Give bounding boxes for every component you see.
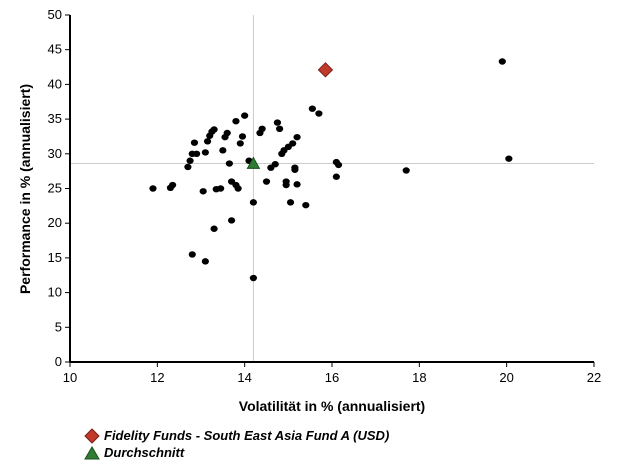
y-tick-label: 20 — [48, 215, 62, 230]
legend: Fidelity Funds - South East Asia Fund A … — [84, 427, 389, 461]
x-tick-label: 14 — [237, 370, 251, 385]
data-point — [293, 181, 301, 188]
y-axis-title: Performance in % (annualisiert) — [17, 84, 33, 294]
data-point — [210, 225, 218, 232]
data-point — [188, 251, 196, 258]
reference-lines — [70, 15, 594, 362]
data-point — [334, 161, 343, 169]
data-point — [210, 126, 218, 133]
data-point — [258, 125, 266, 133]
data-point — [186, 157, 194, 164]
y-tick-label: 25 — [48, 181, 62, 196]
data-point — [308, 105, 316, 112]
legend-label-average: Durchschnitt — [104, 445, 185, 460]
x-tick-label: 22 — [587, 370, 601, 385]
data-point — [169, 181, 177, 189]
x-axis-title: Volatilität in % (annualisiert) — [239, 398, 425, 414]
data-point — [223, 129, 231, 137]
y-tick-label: 10 — [48, 285, 62, 300]
x-tick-label: 20 — [499, 370, 513, 385]
data-point — [193, 150, 201, 157]
data-point — [273, 119, 282, 126]
data-point — [402, 167, 410, 174]
data-point — [249, 199, 257, 206]
data-point — [271, 161, 279, 168]
data-point — [276, 125, 284, 133]
data-point — [315, 110, 323, 117]
data-point — [282, 181, 290, 189]
x-tick-label: 16 — [325, 370, 339, 385]
y-tick-label: 45 — [48, 42, 62, 57]
data-point — [498, 58, 506, 65]
x-tick-label: 18 — [412, 370, 426, 385]
fund-point — [317, 62, 334, 78]
y-axis-ticks: 0 5 10 15 20 25 30 35 40 45 50 — [48, 7, 70, 369]
x-tick-label: 10 — [63, 370, 77, 385]
data-point — [332, 173, 340, 180]
legend-item-fund: Fidelity Funds - South East Asia Fund A … — [84, 427, 389, 444]
data-point — [286, 199, 295, 206]
x-axis-ticks: 10 12 14 16 18 20 22 — [63, 362, 601, 385]
data-point — [184, 163, 192, 171]
data-point — [241, 112, 249, 119]
data-point — [293, 133, 301, 141]
data-point — [219, 147, 227, 154]
data-point — [234, 185, 242, 192]
data-point — [225, 160, 233, 167]
data-point — [232, 117, 240, 125]
data-point — [505, 155, 513, 162]
data-points — [149, 58, 513, 282]
y-tick-label: 30 — [48, 146, 62, 161]
data-point — [289, 140, 297, 147]
data-point — [302, 201, 310, 209]
red-diamond-icon — [84, 427, 100, 444]
average-point — [246, 156, 261, 169]
y-tick-label: 35 — [48, 111, 62, 126]
data-point — [249, 274, 257, 282]
y-tick-label: 5 — [55, 319, 62, 334]
y-tick-label: 15 — [48, 250, 62, 265]
data-point — [190, 139, 199, 146]
x-tick-label: 12 — [150, 370, 164, 385]
data-point — [227, 217, 236, 224]
data-point — [199, 188, 207, 195]
data-point — [217, 185, 225, 192]
y-tick-label: 50 — [48, 7, 62, 22]
data-point — [262, 178, 271, 185]
data-point — [149, 185, 157, 192]
y-tick-label: 0 — [55, 354, 62, 369]
data-point — [236, 140, 244, 147]
green-triangle-icon — [84, 445, 100, 459]
legend-label-fund: Fidelity Funds - South East Asia Fund A … — [104, 428, 390, 443]
data-point — [238, 133, 247, 140]
data-point — [201, 149, 209, 156]
data-point — [203, 138, 212, 145]
data-point — [201, 258, 209, 265]
data-point — [291, 166, 299, 173]
y-tick-label: 40 — [48, 76, 62, 91]
legend-item-average: Durchschnitt — [84, 444, 389, 461]
